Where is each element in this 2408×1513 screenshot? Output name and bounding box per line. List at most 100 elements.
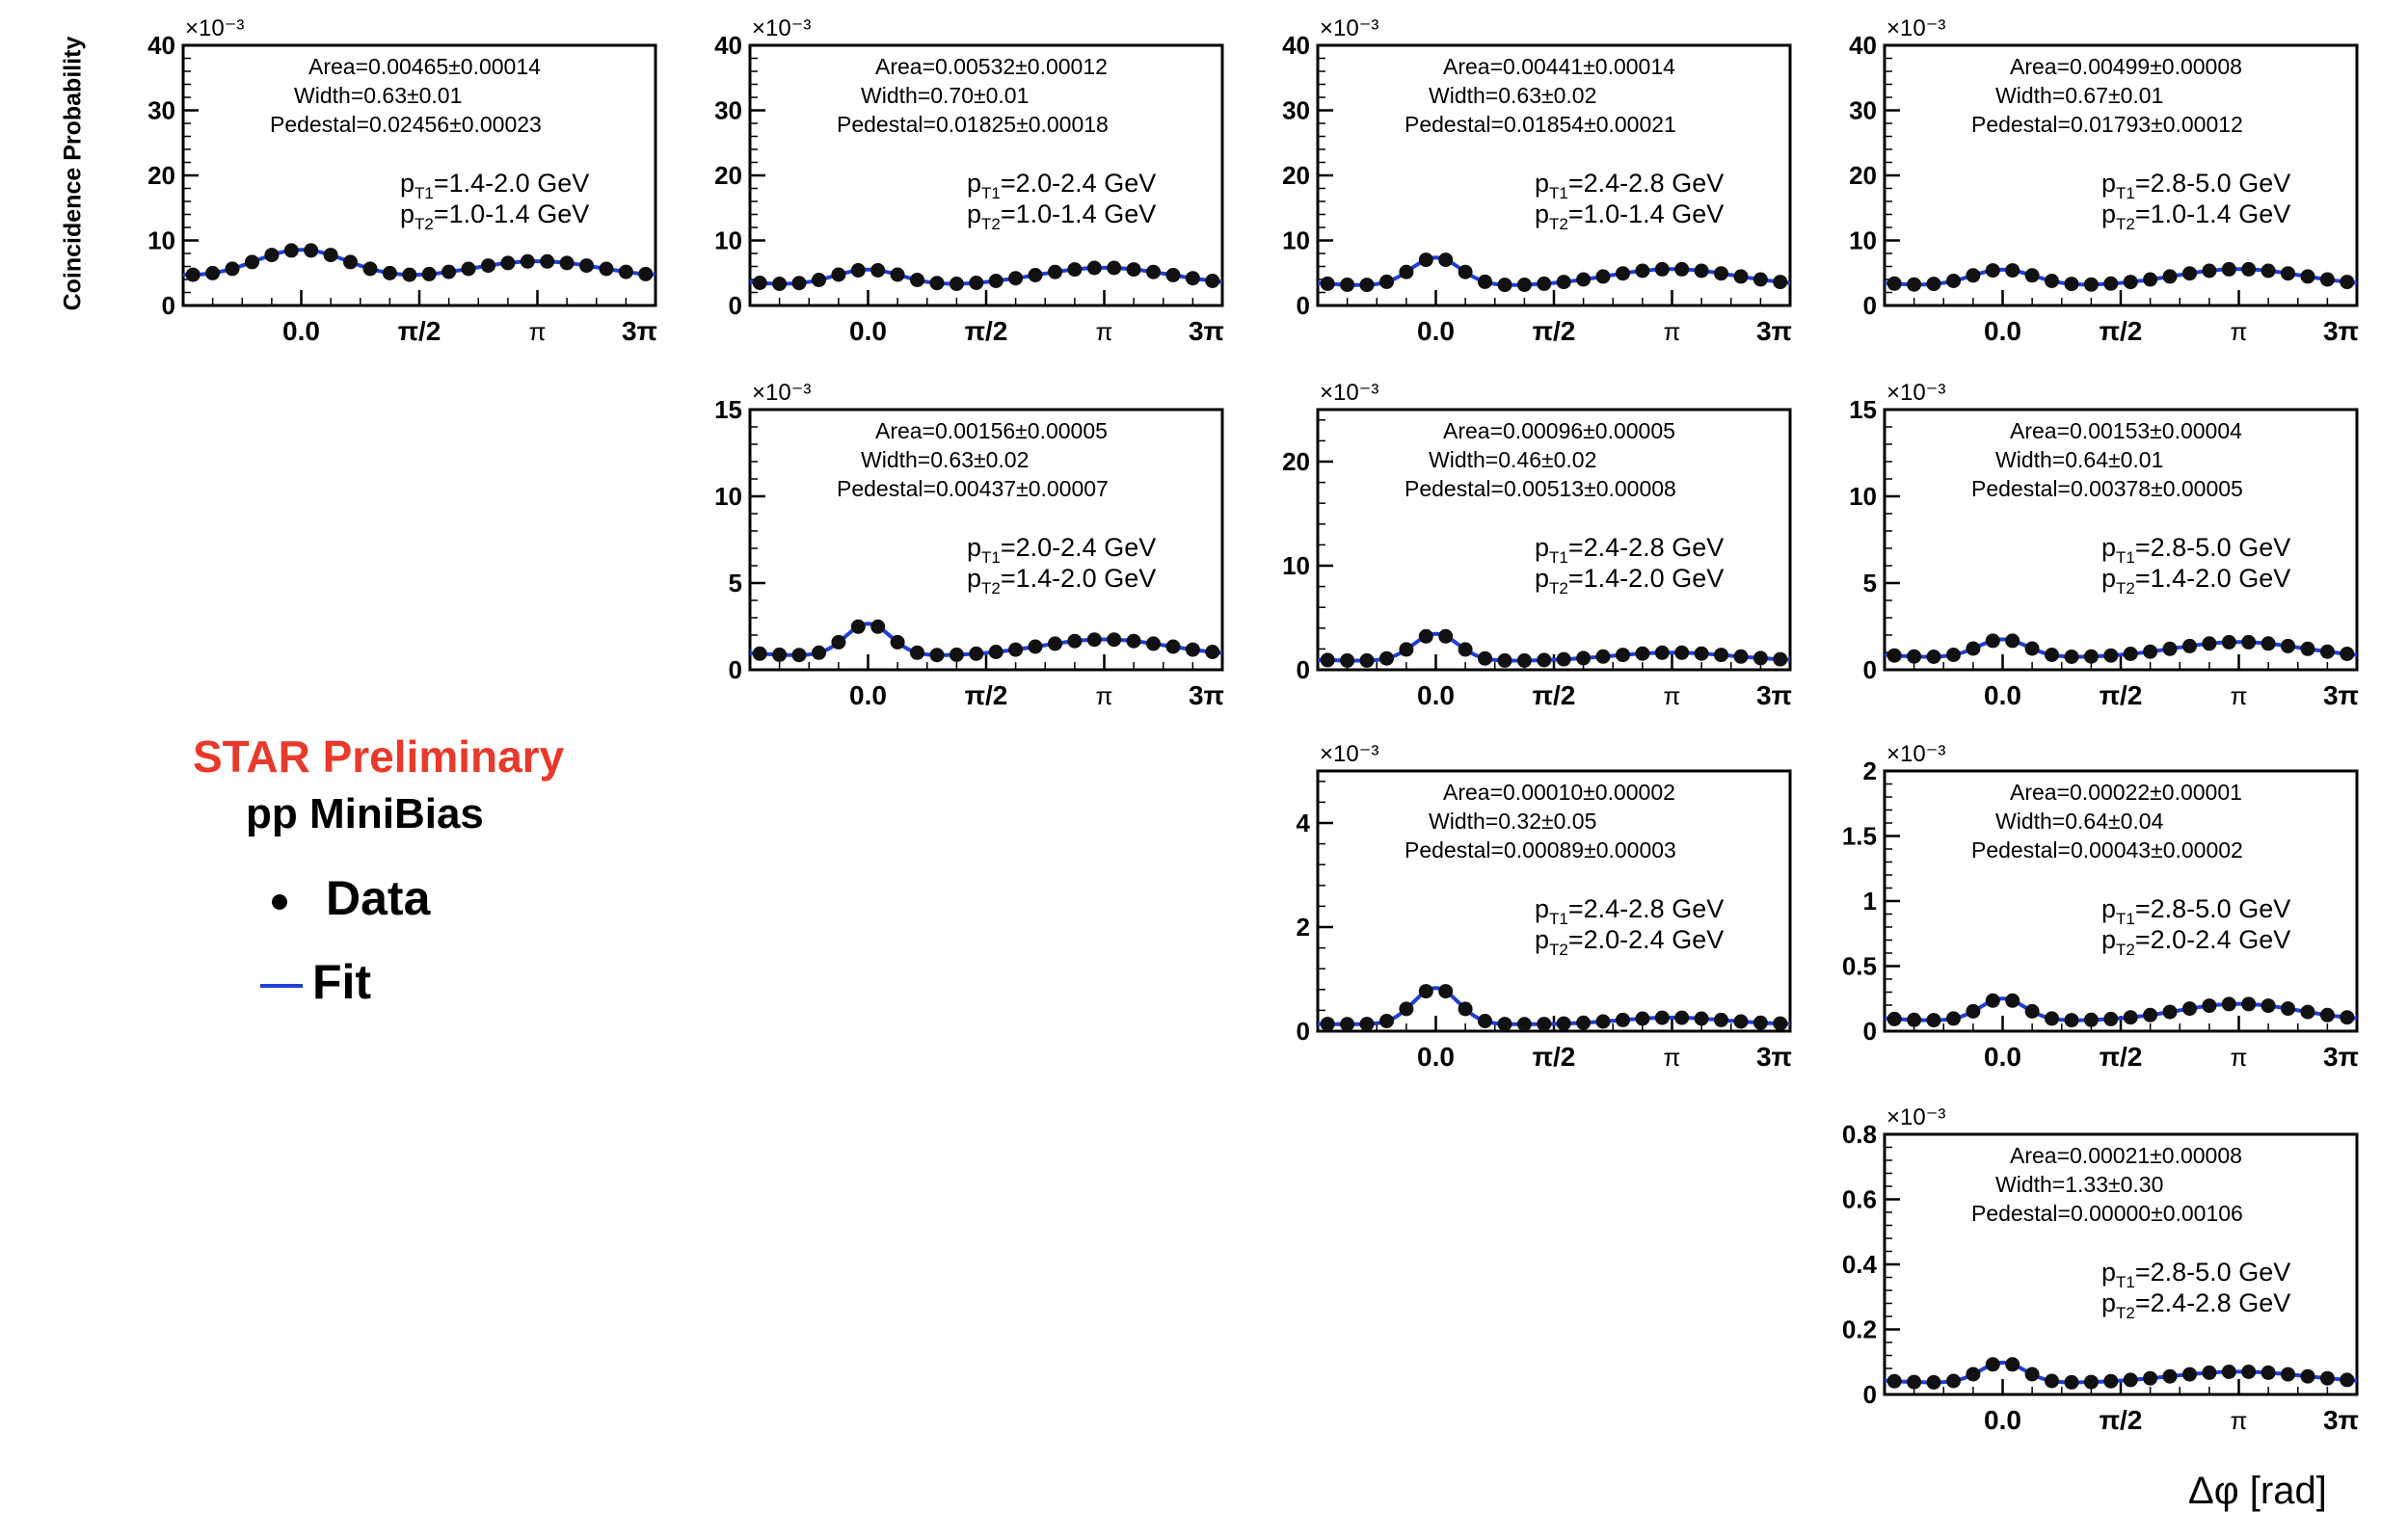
x-tick-label: π/2 [965, 680, 1008, 710]
data-point [988, 645, 1003, 659]
stat-label: Pedestal=0.00513±0.00008 [1405, 476, 1676, 501]
data-point [1907, 277, 1922, 292]
data-point [599, 261, 614, 277]
x-tick-label: 0.0 [1417, 680, 1455, 710]
data-point [304, 243, 319, 258]
y-tick-label: 40 [1849, 31, 1877, 60]
data-point [1674, 1010, 1690, 1025]
data-point [831, 634, 846, 650]
scale-label: ×10⁻³ [1320, 380, 1378, 406]
data-point [2083, 1374, 2099, 1390]
pt-label: pT1=2.8-5.0 GeV [2101, 533, 2290, 567]
panel-8: 0 2 4 ×10⁻³ 0.0 π/2 π 3π Area=0.00010±0.00002 Wid… [1297, 741, 1792, 1072]
data-point [2241, 634, 2257, 650]
stat-label: Area=0.00532±0.00012 [875, 54, 1108, 79]
data-point [1359, 278, 1375, 293]
data-point [1946, 648, 1961, 662]
y-tick-label: 10 [1849, 482, 1877, 511]
data-point [2281, 266, 2295, 281]
data-point [1907, 1012, 1922, 1027]
data-point [1418, 252, 1433, 268]
data-point [1946, 274, 1961, 288]
data-point [1733, 1014, 1749, 1029]
data-point [1733, 649, 1749, 664]
x-tick-label: π/2 [1533, 1042, 1576, 1072]
data-point [2005, 993, 2020, 1008]
pt-label: pT2=1.4-2.0 GeV [967, 564, 1156, 597]
data-point [2300, 641, 2315, 656]
x-tick-label: 3π [1756, 1042, 1792, 1072]
data-point [1107, 260, 1122, 276]
x-tick-label: 3π [1189, 680, 1224, 710]
fit-curve [1884, 996, 2358, 1022]
stat-label: Area=0.00499±0.00008 [2010, 54, 2242, 79]
data-point [1714, 1012, 1728, 1027]
data-point [2281, 638, 2295, 653]
data-point [362, 261, 378, 277]
data-point [1048, 636, 1062, 651]
data-point [1907, 1374, 1922, 1390]
data-point [2261, 636, 2276, 651]
data-point [791, 276, 807, 291]
data-point [1320, 276, 1335, 291]
data-point [1320, 652, 1335, 668]
stat-label: Pedestal=0.01854±0.00021 [1405, 112, 1676, 137]
data-point [2083, 1012, 2099, 1027]
scale-label: ×10⁻³ [185, 15, 244, 41]
data-point [1714, 648, 1728, 663]
panel-5: 0 5 10 15 ×10⁻³ 0.0 π/2 π 3π Area=0.00156±0.00005… [714, 380, 1224, 710]
x-tick-label: π/2 [965, 316, 1008, 346]
data-point [2221, 261, 2236, 277]
data-point [1654, 261, 1670, 277]
data-point [1635, 1011, 1650, 1026]
data-point [382, 265, 397, 280]
legend-entry-data: Data [260, 870, 430, 928]
data-point [2340, 1010, 2355, 1025]
y-tick-label: 40 [714, 31, 742, 60]
y-tick-label: 15 [714, 395, 742, 424]
y-tick-label: 0 [1863, 1017, 1877, 1046]
data-point [1635, 263, 1650, 279]
data-point [2162, 1368, 2178, 1384]
data-point [1773, 651, 1788, 667]
data-point [812, 273, 826, 287]
data-point [2221, 1365, 2236, 1379]
data-point [343, 254, 358, 270]
y-tick-label: 20 [1282, 161, 1310, 190]
data-point [1146, 636, 1161, 651]
data-point [2143, 1370, 2158, 1386]
data-point [1966, 1003, 1981, 1019]
stat-label: Pedestal=0.00089±0.00003 [1405, 837, 1676, 863]
y-tick-label: 5 [729, 569, 742, 597]
data-point [1418, 628, 1433, 644]
y-tick-label: 30 [1282, 96, 1310, 125]
data-point [772, 647, 788, 662]
stat-label: Width=0.63±0.02 [1429, 83, 1596, 108]
x-tick-label: π [1664, 681, 1681, 710]
pt-label: pT1=2.4-2.8 GeV [1535, 533, 1724, 567]
y-tick-label: 0 [1863, 1380, 1877, 1409]
y-tick-label: 30 [147, 96, 175, 125]
data-point [2024, 1367, 2040, 1382]
legend-data-label: Data [326, 871, 431, 925]
data-point [2300, 1004, 2315, 1020]
data-point [2261, 263, 2276, 279]
data-point [2202, 636, 2217, 651]
y-tick-label: 20 [1282, 447, 1310, 476]
pt-label: pT1=2.4-2.8 GeV [1535, 894, 1724, 928]
data-point [540, 253, 555, 269]
data-point [1146, 264, 1161, 279]
y-tick-label: 4 [1297, 809, 1311, 837]
pt-label: pT2=1.0-1.4 GeV [967, 199, 1156, 233]
data-point [1886, 1011, 1902, 1026]
scale-label: ×10⁻³ [1886, 380, 1945, 406]
y-tick-label: 0 [1297, 291, 1310, 320]
pt-label: pT2=1.0-1.4 GeV [400, 199, 589, 233]
stat-label: Width=0.67±0.01 [1995, 83, 2163, 108]
x-tick-label: π [1096, 317, 1113, 346]
data-point [1379, 274, 1394, 289]
data-point [870, 263, 886, 278]
y-tick-label: 0 [1297, 1017, 1310, 1046]
data-point [2083, 649, 2099, 664]
